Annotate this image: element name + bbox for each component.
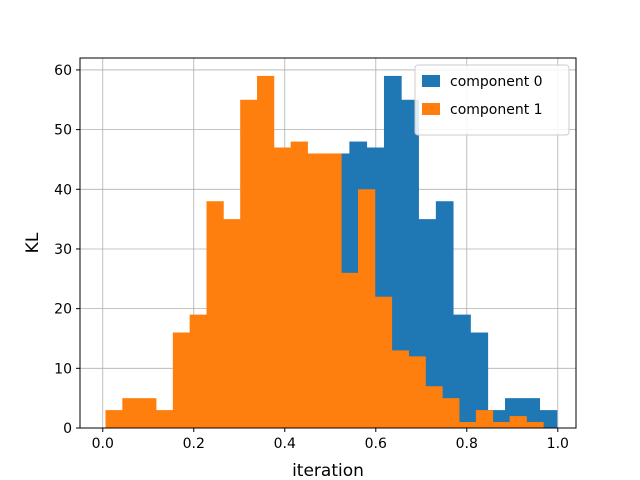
y-tick-label: 10 [54, 361, 72, 377]
bar-series-1-bin-23 [492, 422, 510, 428]
x-tick-label: 0.0 [92, 436, 114, 452]
y-tick-label: 50 [54, 123, 72, 139]
legend-label-0: component 0 [450, 74, 543, 90]
y-tick-label: 20 [54, 302, 72, 318]
bar-series-0-bin-6 [435, 201, 454, 428]
bar-series-1-bin-0 [105, 410, 123, 428]
bar-series-0-bin-4 [401, 99, 419, 428]
bar-series-1-bin-14 [341, 272, 359, 428]
bar-series-1-bin-8 [240, 99, 258, 428]
bar-series-1-bin-6 [206, 201, 224, 428]
legend-box [414, 64, 570, 136]
y-axis-label: KL [23, 232, 43, 253]
bar-series-0-bin-8 [470, 332, 489, 428]
legend-swatch-1 [422, 103, 440, 115]
legend: component 0 component 1 [414, 64, 570, 136]
histogram-bars [105, 75, 558, 429]
bar-series-1-bin-18 [408, 356, 426, 428]
bar-series-0-bin-12 [539, 410, 558, 428]
bar-series-1-bin-17 [391, 350, 409, 428]
axes-frame [79, 57, 577, 429]
bar-series-1-bin-16 [374, 296, 393, 428]
bar-series-1-bin-21 [459, 422, 477, 428]
y-tick-label: 40 [54, 182, 72, 198]
bar-series-1-bin-25 [526, 422, 544, 428]
bar-series-1-bin-3 [155, 410, 174, 428]
y-tick-label: 60 [54, 63, 72, 79]
legend-label-1: component 1 [450, 102, 543, 118]
y-tick-label: 0 [63, 421, 72, 437]
x-tick-label: 0.8 [456, 436, 478, 452]
bar-series-1-bin-10 [273, 147, 292, 429]
x-axis-label: iteration [292, 461, 364, 480]
y-tick-label: 30 [54, 242, 72, 258]
bar-series-1-bin-13 [324, 153, 342, 428]
legend-swatch-0 [422, 75, 440, 87]
bar-series-1-bin-7 [223, 219, 241, 428]
bar-series-1-bin-22 [475, 410, 494, 428]
x-tick-label: 0.4 [274, 436, 296, 452]
bar-series-1-bin-24 [509, 416, 527, 428]
x-tick-label: 0.2 [183, 436, 205, 452]
bar-series-1-bin-15 [358, 189, 376, 428]
axis-ticks: 0.0 0.2 0.4 0.6 0.8 1.0 0 10 20 30 40 50 60 [54, 63, 569, 452]
bar-series-1-bin-4 [172, 332, 191, 428]
bar-series-1-bin-1 [122, 398, 140, 428]
bar-series-1-bin-2 [139, 398, 157, 428]
bar-series-1-bin-19 [425, 386, 443, 428]
bar-series-1-bin-12 [307, 153, 325, 428]
bar-series-1-bin-11 [290, 141, 308, 428]
bar-series-1-bin-9 [257, 75, 275, 428]
x-tick-label: 0.6 [365, 436, 387, 452]
bar-series-1-bin-20 [442, 398, 460, 428]
bar-series-1-bin-5 [189, 314, 207, 428]
x-tick-label: 1.0 [547, 436, 569, 452]
